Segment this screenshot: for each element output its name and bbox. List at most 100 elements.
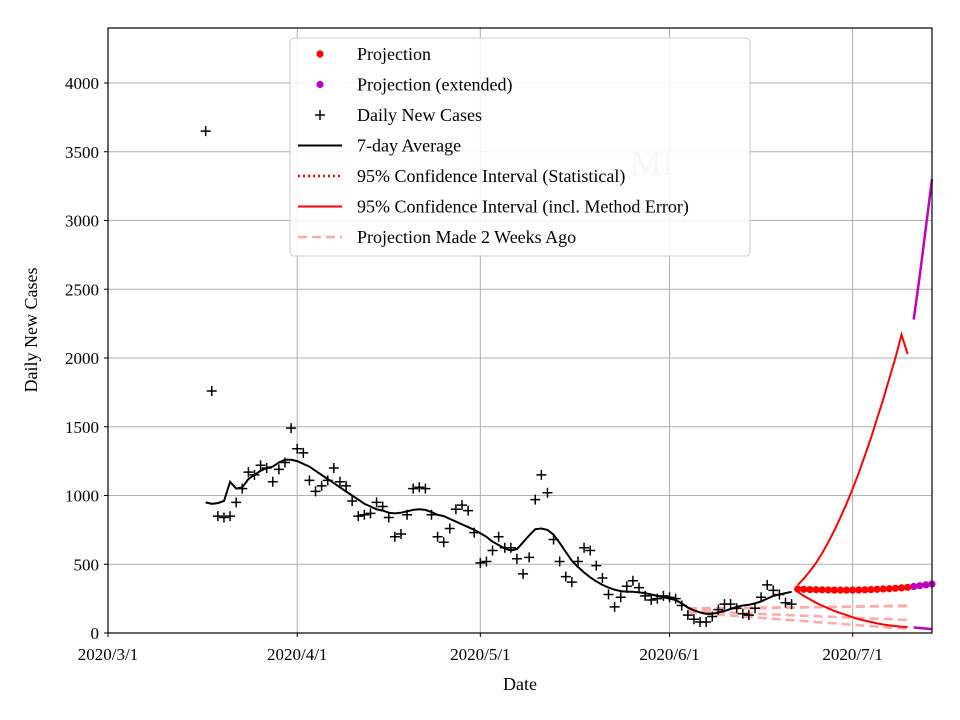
legend-projection_ext-label: Projection (extended) bbox=[357, 75, 512, 96]
daily-cases-point bbox=[475, 557, 486, 568]
daily-cases-point bbox=[225, 511, 236, 522]
daily-cases-point bbox=[487, 545, 498, 556]
y-tick-label: 1500 bbox=[65, 418, 99, 437]
daily-cases-point bbox=[627, 575, 638, 586]
daily-cases-point bbox=[652, 593, 663, 604]
projection-point bbox=[891, 584, 899, 592]
daily-cases-point bbox=[231, 497, 242, 508]
projection-point bbox=[800, 585, 808, 593]
ci-method-upper-line bbox=[796, 330, 909, 586]
daily-cases-point bbox=[457, 500, 468, 511]
daily-cases-point bbox=[682, 610, 693, 621]
axes: 0 500 1000 1500 2000 2500 3000 3500 4000 2020/3/1… bbox=[65, 74, 883, 664]
daily-cases-point bbox=[481, 556, 492, 567]
daily-cases-point bbox=[609, 601, 620, 612]
daily-cases-point bbox=[688, 614, 699, 625]
daily-cases-point bbox=[749, 603, 760, 614]
seven-day-average-line bbox=[205, 458, 792, 615]
daily-cases-point bbox=[780, 597, 791, 608]
projection-point bbox=[855, 586, 863, 594]
daily-cases-point bbox=[353, 511, 364, 522]
daily-cases-point bbox=[542, 487, 553, 498]
daily-cases-point bbox=[304, 475, 315, 486]
legend-avg-label: 7-day Average bbox=[357, 136, 461, 156]
daily-cases-point bbox=[524, 552, 535, 563]
daily-cases-point bbox=[511, 553, 522, 564]
daily-cases-point bbox=[395, 529, 406, 539]
projection-point bbox=[873, 585, 881, 593]
projection-point bbox=[824, 586, 832, 594]
daily-cases-point bbox=[762, 579, 773, 590]
daily-cases-point bbox=[518, 568, 529, 579]
daily-cases-point bbox=[255, 460, 266, 471]
projection-2-weeks-ago-lower-line bbox=[687, 611, 908, 631]
projection-2-weeks-ago-middle-line bbox=[687, 609, 908, 622]
daily-cases-point bbox=[200, 126, 211, 137]
daily-cases-point bbox=[536, 469, 547, 480]
daily-cases-point bbox=[280, 457, 291, 468]
y-tick-label: 3500 bbox=[65, 143, 99, 162]
daily-cases-point bbox=[444, 523, 455, 534]
legend-daily-label: Daily New Cases bbox=[357, 105, 482, 125]
daily-cases-point bbox=[670, 593, 681, 604]
daily-cases-point bbox=[493, 531, 504, 542]
daily-cases-point bbox=[572, 556, 583, 567]
daily-cases-point bbox=[359, 509, 370, 520]
legend-daily-marker bbox=[315, 110, 325, 120]
daily-cases-point bbox=[701, 617, 712, 627]
daily-cases-point bbox=[737, 608, 748, 619]
y-axis-label: Daily New Cases bbox=[21, 268, 41, 393]
x-tick-label: 2020/5/1 bbox=[450, 645, 510, 664]
daily-cases-point bbox=[243, 467, 254, 478]
projection-point bbox=[849, 586, 857, 594]
daily-cases-point bbox=[310, 486, 321, 497]
daily-cases-point bbox=[341, 480, 352, 491]
legend-projection-label: Projection bbox=[357, 44, 431, 64]
daily-cases-point bbox=[554, 556, 565, 567]
daily-cases-point bbox=[432, 531, 443, 542]
daily-cases-point bbox=[756, 592, 767, 603]
daily-cases-point bbox=[548, 534, 559, 545]
y-tick-label: 2000 bbox=[65, 349, 99, 368]
daily-cases-point bbox=[450, 504, 461, 515]
daily-cases-point bbox=[560, 571, 571, 582]
projection-point bbox=[903, 583, 912, 591]
daily-cases-point bbox=[603, 589, 614, 600]
daily-cases-point bbox=[273, 464, 284, 475]
daily-cases-point bbox=[286, 423, 297, 434]
legend: Projection Projection (extended) Daily New… bbox=[289, 37, 751, 257]
projection-point bbox=[794, 585, 802, 593]
legend-projection-marker bbox=[316, 50, 324, 58]
daily-cases-point bbox=[707, 611, 718, 622]
ci-method-lower-line bbox=[797, 590, 908, 628]
daily-cases-point bbox=[420, 483, 431, 494]
daily-cases-point bbox=[218, 512, 229, 523]
daily-cases-point bbox=[383, 512, 394, 523]
x-tick-label: 2020/6/1 bbox=[639, 645, 699, 664]
projection-point bbox=[861, 586, 869, 594]
y-tick-label: 3000 bbox=[65, 212, 99, 231]
daily-cases-point bbox=[579, 542, 590, 553]
daily-cases-point bbox=[426, 509, 437, 520]
daily-cases-point bbox=[615, 592, 626, 603]
daily-cases-point bbox=[212, 511, 223, 522]
daily-cases-point bbox=[597, 573, 608, 583]
daily-cases-point bbox=[664, 592, 675, 603]
daily-cases-point bbox=[389, 531, 400, 542]
daily-cases-point bbox=[249, 469, 260, 480]
daily-cases-point bbox=[371, 497, 382, 508]
x-axis-label: Date bbox=[503, 674, 537, 694]
daily-cases-point bbox=[566, 577, 577, 588]
projection-point bbox=[879, 585, 887, 593]
daily-cases-point bbox=[634, 582, 645, 593]
projection-point bbox=[830, 586, 838, 594]
y-tick-label: 1000 bbox=[65, 487, 99, 506]
x-tick-label: 2020/7/1 bbox=[822, 645, 882, 664]
daily-cases-point bbox=[261, 463, 272, 473]
x-tick-label: 2020/3/1 bbox=[78, 645, 138, 664]
daily-cases-point bbox=[365, 508, 376, 519]
legend-proj_2wk-label: Projection Made 2 Weeks Ago bbox=[357, 227, 576, 247]
series bbox=[200, 126, 936, 631]
daily-cases-point bbox=[725, 599, 736, 610]
